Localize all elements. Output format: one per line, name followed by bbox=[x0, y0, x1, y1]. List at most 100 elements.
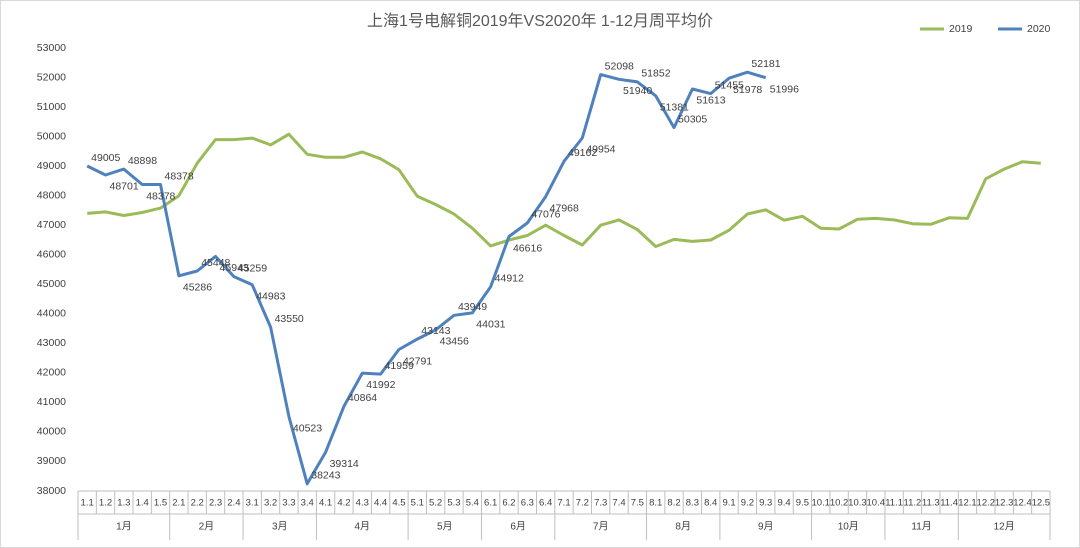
y-tick-label: 44000 bbox=[37, 308, 66, 320]
x-tick-label: 9.1 bbox=[722, 498, 735, 509]
data-label: 50305 bbox=[678, 113, 707, 125]
x-tick-label: 12.3 bbox=[995, 498, 1014, 509]
x-tick-label: 9.3 bbox=[759, 498, 772, 509]
y-tick-label: 40000 bbox=[37, 426, 66, 438]
data-label: 51940 bbox=[623, 85, 652, 97]
x-tick-label: 11.1 bbox=[885, 498, 903, 509]
x-tick-label: 3.3 bbox=[282, 498, 295, 509]
y-tick-label: 38000 bbox=[37, 485, 66, 497]
x-tick-label: 4.3 bbox=[356, 498, 369, 509]
data-label: 51455 bbox=[715, 79, 744, 91]
y-tick-label: 46000 bbox=[37, 249, 66, 261]
data-label: 51852 bbox=[641, 68, 670, 80]
x-tick-label: 3.4 bbox=[301, 498, 314, 509]
data-label: 45286 bbox=[183, 282, 212, 294]
data-label: 47968 bbox=[550, 202, 579, 214]
chart-title: 上海1号电解铜2019年VS2020年 1-12月周平均价 bbox=[367, 12, 713, 30]
data-label: 48378 bbox=[165, 170, 194, 182]
x-tick-label: 12.1 bbox=[958, 498, 977, 509]
data-label: 51381 bbox=[660, 102, 689, 114]
y-tick-label: 53000 bbox=[37, 42, 66, 54]
month-label: 5月 bbox=[437, 521, 453, 533]
x-tick-label: 9.4 bbox=[777, 498, 790, 509]
y-tick-label: 49000 bbox=[37, 160, 66, 172]
data-label: 40523 bbox=[293, 422, 322, 434]
x-tick-label: 12.5 bbox=[1032, 498, 1051, 509]
x-tick-label: 8.2 bbox=[667, 498, 680, 509]
x-tick-label: 1.1 bbox=[81, 498, 94, 509]
x-tick-label: 5.1 bbox=[411, 498, 424, 509]
x-tick-label: 10.3 bbox=[848, 498, 867, 509]
month-label: 8月 bbox=[675, 521, 691, 533]
y-tick-label: 51000 bbox=[37, 101, 66, 113]
x-tick-label: 9.5 bbox=[796, 498, 809, 509]
data-label: 45448 bbox=[201, 257, 230, 269]
data-label: 51978 bbox=[733, 84, 762, 96]
data-label: 51996 bbox=[770, 83, 799, 95]
month-label: 4月 bbox=[354, 521, 370, 533]
x-tick-label: 7.5 bbox=[631, 498, 644, 509]
x-tick-label: 7.4 bbox=[612, 498, 625, 509]
x-tick-label: 4.1 bbox=[319, 498, 332, 509]
month-label: 9月 bbox=[758, 521, 774, 533]
x-tick-label: 8.3 bbox=[686, 498, 699, 509]
y-tick-label: 39000 bbox=[37, 455, 66, 467]
data-label: 44912 bbox=[495, 273, 524, 285]
x-tick-label: 2.4 bbox=[227, 498, 240, 509]
data-label: 49005 bbox=[91, 152, 120, 164]
data-label: 43456 bbox=[440, 336, 469, 348]
y-tick-label: 48000 bbox=[37, 189, 66, 201]
y-tick-label: 50000 bbox=[37, 130, 66, 142]
month-label: 7月 bbox=[593, 521, 609, 533]
x-tick-label: 4.4 bbox=[374, 498, 387, 509]
month-label: 11月 bbox=[911, 521, 931, 533]
data-label: 44983 bbox=[256, 291, 285, 303]
data-label: 43143 bbox=[421, 325, 450, 337]
series-line bbox=[86, 70, 767, 486]
month-label: 12月 bbox=[994, 521, 1015, 533]
x-tick-label: 1.4 bbox=[136, 498, 149, 509]
legend-label: 2020 bbox=[1027, 23, 1051, 35]
x-tick-label: 10.1 bbox=[812, 498, 831, 509]
y-tick-label: 52000 bbox=[37, 71, 66, 83]
x-tick-label: 3.1 bbox=[246, 498, 259, 509]
x-tick-label: 1.2 bbox=[99, 498, 112, 509]
y-tick-label: 43000 bbox=[37, 337, 66, 349]
data-label: 41992 bbox=[366, 379, 395, 391]
data-label: 43550 bbox=[275, 313, 304, 325]
x-tick-label: 5.3 bbox=[447, 498, 460, 509]
x-tick-label: 2.1 bbox=[172, 498, 185, 509]
y-tick-label: 47000 bbox=[37, 219, 66, 231]
x-tick-label: 6.1 bbox=[484, 498, 497, 509]
data-label: 52098 bbox=[605, 60, 634, 72]
x-tick-label: 2.3 bbox=[209, 498, 222, 509]
data-label: 48898 bbox=[128, 155, 157, 167]
month-label: 1月 bbox=[116, 521, 132, 533]
data-label: 43949 bbox=[458, 301, 487, 313]
month-label: 10月 bbox=[838, 521, 859, 533]
x-tick-label: 9.2 bbox=[741, 498, 754, 509]
x-tick-label: 10.4 bbox=[867, 498, 886, 509]
x-tick-label: 7.1 bbox=[557, 498, 570, 509]
x-tick-label: 12.2 bbox=[977, 498, 996, 509]
x-tick-label: 5.2 bbox=[429, 498, 442, 509]
x-tick-label: 11.4 bbox=[940, 498, 958, 509]
data-label: 42791 bbox=[403, 355, 432, 367]
month-label: 3月 bbox=[272, 521, 288, 533]
series-line bbox=[87, 132, 1041, 248]
data-label: 49162 bbox=[568, 147, 597, 159]
data-label: 47076 bbox=[531, 209, 560, 221]
data-label: 41959 bbox=[385, 360, 414, 372]
x-tick-label: 6.4 bbox=[539, 498, 552, 509]
y-tick-label: 45000 bbox=[37, 278, 66, 290]
x-tick-label: 4.5 bbox=[392, 498, 405, 509]
data-label: 52181 bbox=[751, 58, 780, 70]
data-label: 46616 bbox=[513, 242, 542, 254]
x-tick-label: 6.2 bbox=[502, 498, 515, 509]
x-tick-label: 8.1 bbox=[649, 498, 662, 509]
data-label: 49954 bbox=[586, 144, 615, 156]
month-label: 6月 bbox=[510, 521, 526, 533]
x-tick-label: 8.4 bbox=[704, 498, 717, 509]
